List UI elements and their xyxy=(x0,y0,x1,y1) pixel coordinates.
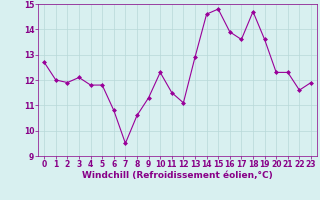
X-axis label: Windchill (Refroidissement éolien,°C): Windchill (Refroidissement éolien,°C) xyxy=(82,171,273,180)
